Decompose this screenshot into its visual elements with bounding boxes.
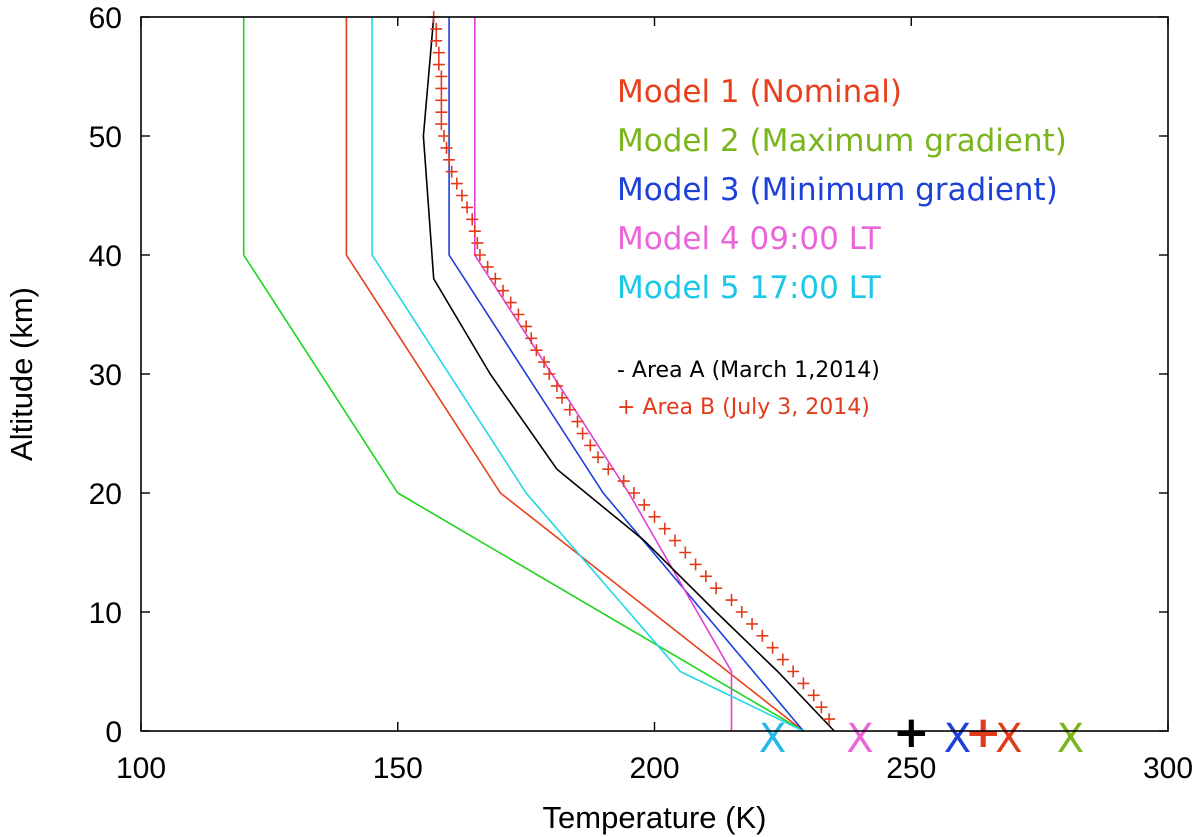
plot-markers: X X + X+X X — [759, 707, 1084, 762]
series-area-b-july-3-2014-point — [471, 237, 484, 250]
series-area-b-july-3-2014-point — [735, 606, 748, 618]
x-marker: X — [995, 716, 1022, 762]
series-area-b-july-3-2014-point — [435, 106, 448, 119]
series-area-b-july-3-2014-point — [432, 58, 445, 71]
y-tick-label: 50 — [89, 121, 122, 154]
legend-area-a-march-1-2014: - Area A (March 1,2014) — [617, 358, 880, 383]
series-area-b-july-3-2014-point — [443, 153, 456, 166]
series-area-b-july-3-2014-point — [823, 713, 836, 726]
series-area-b-july-3-2014-point — [617, 475, 630, 488]
series-area-b-july-3-2014-point — [435, 82, 448, 95]
series-area-b-july-3-2014-point — [556, 391, 569, 404]
series-area-b-july-3-2014-point — [481, 260, 494, 273]
series-area-b-july-3-2014-point — [550, 379, 563, 392]
series-area-b-july-3-2014-point — [787, 665, 800, 678]
legend: Model 1 (Nominal) Model 2 (Maximum gradie… — [617, 74, 1067, 420]
series-area-b-july-3-2014-point — [710, 582, 723, 595]
y-tick-label: 30 — [89, 359, 122, 392]
x-tick-label: 300 — [1143, 752, 1193, 785]
y-tick-label: 10 — [89, 597, 122, 630]
series-area-b-july-3-2014-point — [432, 46, 445, 59]
y-tick-label: 40 — [89, 240, 122, 273]
series-area-b-july-3-2014-point — [538, 356, 551, 369]
series-area-b-july-3-2014-point — [658, 522, 671, 535]
series-area-b-july-3-2014-point — [430, 34, 443, 47]
series-area-b-july-3-2014-point — [440, 141, 453, 154]
series-model-1-nominal-line — [345, 17, 804, 732]
y-tick-label: 20 — [89, 478, 122, 511]
x-tick-label: 150 — [373, 752, 423, 785]
x-marker: X — [944, 716, 971, 762]
x-tick-label: 100 — [116, 752, 166, 785]
series-area-b-july-3-2014-point — [563, 403, 576, 416]
series-area-b-july-3-2014-point — [638, 498, 651, 511]
series-area-b-july-3-2014-point — [576, 427, 589, 440]
x-marker: X — [759, 716, 786, 762]
series-area-b-july-3-2014-point — [430, 22, 443, 35]
legend-model-4-09-00-lt: Model 4 09:00 LT — [617, 221, 882, 257]
legend-model-2-maximum-gradient: Model 2 (Maximum gradient) — [617, 123, 1067, 159]
series-area-b-july-3-2014-point — [776, 653, 789, 666]
legend-area-b-july-3-2014: + Area B (July 3, 2014) — [617, 395, 870, 420]
legend-model-5-17-00-lt: Model 5 17:00 LT — [617, 270, 882, 306]
series-area-a-march-1-2014-line — [422, 16, 835, 732]
series-area-b-july-3-2014-point — [437, 130, 450, 142]
series-area-b-july-3-2014-point — [699, 570, 712, 583]
plot-lines — [242, 11, 836, 732]
plus-marker: + — [965, 707, 1002, 758]
series-area-b-july-3-2014-point — [497, 284, 510, 297]
series-area-b-july-3-2014-point — [571, 415, 584, 428]
y-tick-label: 60 — [89, 2, 122, 35]
axis-ticks: 100 150 200 250 300 0 10 20 30 40 50 60 — [89, 2, 1193, 785]
series-area-b-july-3-2014-point — [489, 272, 502, 285]
series-area-b-july-3-2014-point — [435, 118, 448, 131]
series-area-b-july-3-2014-point — [455, 189, 468, 202]
series-area-b-july-3-2014-point — [679, 546, 692, 559]
series-area-b-july-3-2014 — [427, 11, 836, 726]
x-marker: X — [1057, 716, 1084, 762]
series-area-b-july-3-2014-point — [468, 225, 481, 238]
legend-model-1-nominal: Model 1 (Nominal) — [617, 74, 902, 110]
series-area-b-july-3-2014-point — [530, 344, 543, 357]
x-tick-label: 200 — [629, 752, 679, 785]
series-area-b-july-3-2014-point — [815, 701, 828, 714]
series-area-b-july-3-2014-point — [473, 249, 486, 261]
series-area-b-july-3-2014-point — [512, 308, 525, 321]
series-area-b-july-3-2014-point — [520, 320, 533, 333]
x-axis-label: Temperature (K) — [543, 800, 767, 835]
series-area-b-july-3-2014-point — [504, 296, 517, 309]
x-tick-label: 250 — [886, 752, 936, 785]
legend-model-3-minimum-gradient: Model 3 (Minimum gradient) — [617, 172, 1058, 208]
series-area-b-july-3-2014-point — [466, 213, 479, 226]
series-area-b-july-3-2014-point — [725, 594, 738, 607]
series-area-b-july-3-2014-point — [689, 558, 702, 571]
series-area-b-july-3-2014-point — [797, 677, 810, 690]
plus-marker: + — [893, 707, 930, 758]
series-model-5-17-00-lt-line — [371, 17, 804, 732]
x-marker: X — [846, 716, 873, 762]
series-area-b-july-3-2014-point — [543, 368, 556, 380]
series-area-b-july-3-2014-point — [525, 332, 538, 345]
y-tick-label: 0 — [105, 716, 122, 749]
series-area-b-july-3-2014-point — [807, 689, 820, 702]
series-area-b-july-3-2014-point — [445, 165, 458, 178]
series-area-b-july-3-2014-point — [592, 451, 605, 464]
series-area-b-july-3-2014-point — [627, 487, 640, 499]
series-model-2-maximum-gradient-line — [242, 17, 804, 732]
y-axis-label: Altitude (km) — [4, 287, 39, 461]
series-area-b-july-3-2014-point — [648, 510, 661, 523]
series-area-b-july-3-2014-point — [746, 617, 759, 630]
series-area-b-july-3-2014-point — [450, 177, 463, 190]
series-area-b-july-3-2014-point — [756, 629, 769, 642]
series-area-b-july-3-2014-point — [435, 70, 448, 83]
series-area-b-july-3-2014-point — [669, 534, 682, 547]
series-area-b-july-3-2014-point — [435, 94, 448, 107]
series-area-b-july-3-2014-point — [461, 201, 474, 214]
series-area-b-july-3-2014-point — [584, 439, 597, 452]
series-area-b-july-3-2014-point — [766, 641, 779, 654]
series-area-b-july-3-2014-point — [602, 463, 615, 476]
